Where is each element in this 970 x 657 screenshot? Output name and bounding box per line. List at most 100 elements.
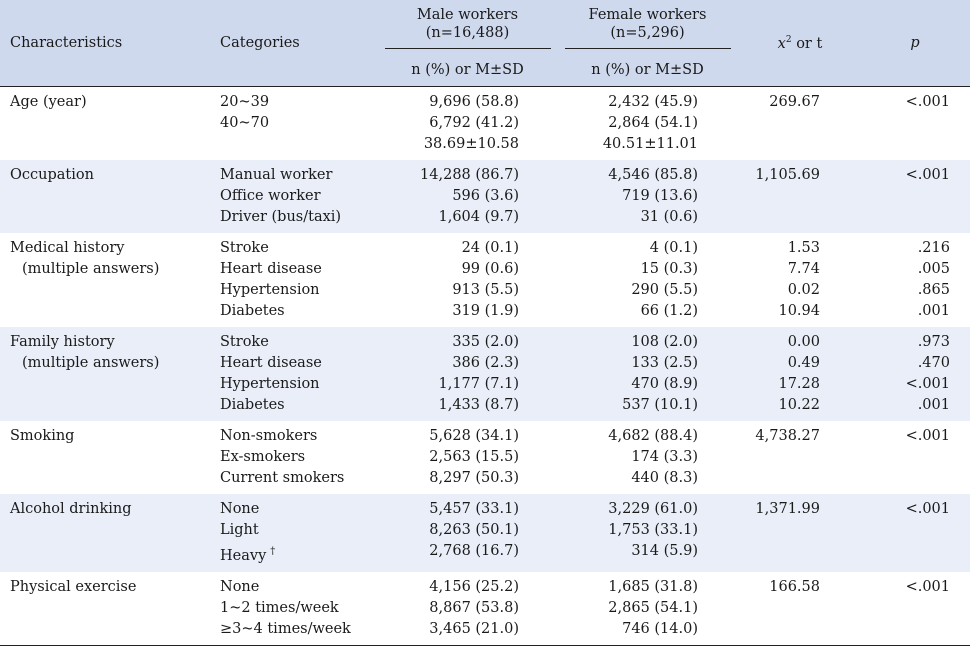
male-value: 386 (2.3) bbox=[452, 355, 519, 371]
category-label: Hypertension bbox=[220, 376, 320, 392]
p-cell: .216 .005 .865 .001 bbox=[860, 233, 970, 327]
p-cell: <.001 bbox=[860, 86, 970, 160]
category-label: Office worker bbox=[220, 188, 321, 204]
category-item: Light bbox=[220, 520, 379, 541]
category-item: Driver (bus/taxi) bbox=[220, 207, 379, 228]
categories-cell: Stroke Heart disease Hypertension Diabetes bbox=[210, 327, 380, 421]
male-value: 14,288 (86.7) bbox=[420, 167, 519, 183]
category-label: Diabetes bbox=[220, 397, 285, 413]
female-value: 1,753 (33.1) bbox=[608, 522, 698, 538]
female-value: 719 (13.6) bbox=[622, 188, 698, 204]
category-label: 1~2 times/week bbox=[220, 599, 339, 616]
female-value: 1,685 (31.8) bbox=[608, 578, 698, 595]
header-p: p bbox=[860, 0, 970, 87]
table-row: Physical exercise None 1~2 times/week ≥3~4 … bbox=[0, 571, 970, 645]
characteristic-cell: Age (year) bbox=[0, 86, 210, 160]
p-value: .865 bbox=[917, 282, 950, 298]
characteristic-label: Medical history bbox=[10, 240, 125, 256]
statistic-value: 1.53 bbox=[787, 240, 820, 256]
female-value: 3,229 (61.0) bbox=[608, 501, 698, 517]
statistic-value: 1,371.99 bbox=[755, 501, 820, 517]
male-cell: 335 (2.0) 386 (2.3) 1,177 (7.1) 1,433 (8.7) bbox=[380, 327, 555, 421]
characteristic-label: Alcohol drinking bbox=[10, 501, 132, 517]
p-value: <.001 bbox=[905, 501, 950, 517]
male-value: 3,465 (21.0) bbox=[429, 620, 519, 637]
statistic-value: 10.22 bbox=[778, 397, 820, 413]
header-characteristics: Characteristics bbox=[0, 0, 210, 87]
p-cell: .973 .470 <.001 .001 bbox=[860, 327, 970, 421]
p-cell: <.001 bbox=[860, 160, 970, 233]
statistic-value: 7.74 bbox=[787, 261, 820, 277]
category-label: Heavy bbox=[220, 547, 267, 564]
category-label: 40~70 bbox=[220, 115, 270, 131]
category-label: Stroke bbox=[220, 240, 269, 256]
female-cell: 4,546 (85.8) 719 (13.6) 31 (0.6) bbox=[555, 160, 740, 233]
statistic-cell: 1,371.99 bbox=[740, 494, 860, 572]
female-value: 537 (10.1) bbox=[622, 397, 698, 413]
category-item: 1~2 times/week bbox=[220, 598, 379, 619]
male-value: 1,604 (9.7) bbox=[438, 209, 520, 225]
characteristic-label: Family history bbox=[10, 334, 115, 350]
category-label: Light bbox=[220, 522, 259, 538]
female-value: 40.51±11.01 bbox=[602, 136, 698, 152]
p-value: <.001 bbox=[905, 94, 950, 110]
female-value: 4,682 (88.4) bbox=[608, 428, 698, 444]
statistic-cell: 4,738.27 bbox=[740, 421, 860, 494]
male-value: 99 (0.6) bbox=[461, 261, 519, 277]
female-value: 66 (1.2) bbox=[640, 303, 698, 319]
p-cell: <.001 bbox=[860, 421, 970, 494]
characteristic-cell: Alcohol drinking bbox=[0, 494, 210, 572]
category-label: Current smokers bbox=[220, 470, 345, 486]
category-label: 20~39 bbox=[220, 94, 270, 110]
male-cell: 4,156 (25.2) 8,867 (53.8) 3,465 (21.0) bbox=[380, 571, 555, 645]
category-item: 40~70 bbox=[220, 113, 379, 134]
categories-cell: None 1~2 times/week ≥3~4 times/week bbox=[210, 571, 380, 645]
category-label: Stroke bbox=[220, 334, 269, 350]
female-cell: 4 (0.1) 15 (0.3) 290 (5.5) 66 (1.2) bbox=[555, 233, 740, 327]
header-chi-sup: 2 bbox=[785, 34, 792, 45]
table-row: Occupation Manual worker Office worker Driv… bbox=[0, 160, 970, 233]
category-item: Hypertension bbox=[220, 280, 379, 301]
header-sub-male: n (%) or M±SD bbox=[380, 54, 555, 87]
p-value: .973 bbox=[917, 334, 950, 350]
category-item: 20~39 bbox=[220, 92, 379, 113]
p-value: .470 bbox=[917, 355, 950, 371]
female-value: 746 (14.0) bbox=[622, 620, 698, 637]
characteristic-label: Physical exercise bbox=[10, 578, 137, 595]
statistic-value: 0.00 bbox=[787, 334, 820, 350]
category-item: Heavy † bbox=[220, 541, 379, 567]
male-value: 1,177 (7.1) bbox=[438, 376, 520, 392]
category-item: Diabetes bbox=[220, 301, 379, 322]
male-value: 5,628 (34.1) bbox=[429, 428, 519, 444]
male-value: 319 (1.9) bbox=[452, 303, 519, 319]
categories-cell: Manual worker Office worker Driver (bus/ta… bbox=[210, 160, 380, 233]
female-cell: 2,432 (45.9) 2,864 (54.1) 40.51±11.01 bbox=[555, 86, 740, 160]
female-value: 2,432 (45.9) bbox=[608, 94, 698, 110]
category-item: Heart disease bbox=[220, 259, 379, 280]
characteristic-cell: Physical exercise bbox=[0, 571, 210, 645]
male-value: 2,768 (16.7) bbox=[429, 543, 519, 559]
statistic-value: 17.28 bbox=[778, 376, 820, 392]
category-item: ≥3~4 times/week bbox=[220, 619, 379, 640]
female-value: 290 (5.5) bbox=[631, 282, 698, 298]
characteristic-label: Occupation bbox=[10, 167, 94, 183]
header-male: Male workers (n=16,488) bbox=[380, 0, 555, 54]
category-label: Driver (bus/taxi) bbox=[220, 209, 342, 225]
male-cell: 5,628 (34.1) 2,563 (15.5) 8,297 (50.3) bbox=[380, 421, 555, 494]
male-value: 335 (2.0) bbox=[452, 334, 519, 350]
female-value: 314 (5.9) bbox=[631, 543, 698, 559]
male-value: 8,297 (50.3) bbox=[429, 470, 519, 486]
category-item: Ex-smokers bbox=[220, 447, 379, 468]
male-value: 913 (5.5) bbox=[452, 282, 519, 298]
dagger-footnote-mark: † bbox=[270, 546, 276, 557]
table-row: Smoking Non-smokers Ex-smokers Current smok… bbox=[0, 421, 970, 494]
category-label: Heart disease bbox=[220, 355, 322, 371]
header-chi-square: x2 or t bbox=[740, 0, 860, 87]
female-value: 174 (3.3) bbox=[631, 449, 698, 465]
male-cell: 14,288 (86.7) 596 (3.6) 1,604 (9.7) bbox=[380, 160, 555, 233]
p-value: <.001 bbox=[905, 428, 950, 444]
female-value: 15 (0.3) bbox=[640, 261, 698, 277]
table-row: Alcohol drinking None Light Heavy † 5,457 (33… bbox=[0, 494, 970, 572]
categories-cell: 20~39 40~70 bbox=[210, 86, 380, 160]
table-row: Age (year) 20~39 40~70 9,696 (58.8) 6,792 (… bbox=[0, 86, 970, 160]
